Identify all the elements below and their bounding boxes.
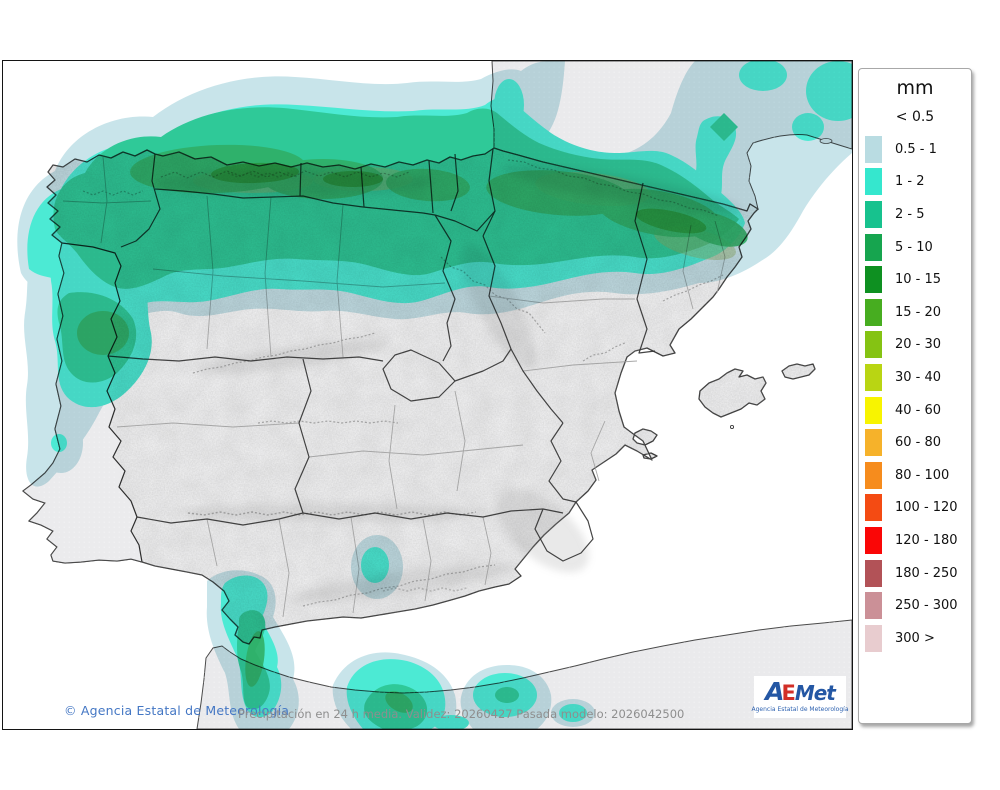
legend-row-label: 300 > xyxy=(895,630,935,646)
legend-swatch xyxy=(865,526,882,554)
footer-copyright: © Agencia Estatal de Meteorología xyxy=(64,703,290,718)
legend-swatch xyxy=(865,233,882,261)
legend-row: 20 - 30 xyxy=(859,329,971,362)
legend-row: 1 - 2 xyxy=(859,166,971,199)
precipitation-overlay xyxy=(17,61,852,729)
legend-swatch xyxy=(865,266,882,294)
legend-row-label: 30 - 40 xyxy=(895,369,942,385)
legend-swatch xyxy=(865,331,882,359)
aemet-logo-word: AEMet xyxy=(765,679,836,705)
legend-swatch xyxy=(865,298,882,326)
legend-row-label: 15 - 20 xyxy=(895,304,942,320)
legend-row: 250 - 300 xyxy=(859,589,971,622)
aemet-logo: AEMet Agencia Estatal de Meteorología xyxy=(751,676,849,718)
footer-caption: Precipitación en 24 h media. Validez: 20… xyxy=(238,707,685,721)
logo-letter-e: E xyxy=(781,680,796,705)
legend-row: 0.5 - 1 xyxy=(859,133,971,166)
legend-swatch xyxy=(865,168,882,196)
legend-row: 60 - 80 xyxy=(859,426,971,459)
legend-row: 10 - 15 xyxy=(859,263,971,296)
legend-first-label: < 0.5 xyxy=(895,109,935,125)
legend-swatch xyxy=(865,200,882,228)
legend-swatch xyxy=(865,624,882,652)
precipitation-map-canvas xyxy=(3,61,852,729)
legend-swatch xyxy=(865,592,882,620)
legend-row-label: 2 - 5 xyxy=(895,206,925,222)
legend-row: 120 - 180 xyxy=(859,524,971,557)
legend-row: 300 > xyxy=(859,622,971,655)
legend-swatch xyxy=(865,559,882,587)
legend-swatch xyxy=(865,494,882,522)
legend-swatch xyxy=(865,461,882,489)
legend-row-label: 1 - 2 xyxy=(895,174,925,190)
legend-row-label: 0.5 - 1 xyxy=(895,141,937,157)
legend-row: 180 - 250 xyxy=(859,557,971,590)
precip-layer-green-10-15 xyxy=(211,162,707,234)
legend-row-label: 60 - 80 xyxy=(895,435,942,451)
legend-row-label: 10 - 15 xyxy=(895,272,942,288)
map-frame xyxy=(2,60,853,730)
precip-layer-green-5-10 xyxy=(77,144,748,713)
legend-row: 15 - 20 xyxy=(859,296,971,329)
legend-swatch xyxy=(865,396,882,424)
legend-swatch xyxy=(865,429,882,457)
logo-tagline: Agencia Estatal de Meteorología xyxy=(751,705,849,713)
legend-row: 30 - 40 xyxy=(859,361,971,394)
legend-panel: mm < 0.5 0.5 - 1 1 - 2 2 - 5 5 - 10 10 - 15 1… xyxy=(858,68,972,724)
legend-row-label: 40 - 60 xyxy=(895,402,942,418)
legend-row-label: 180 - 250 xyxy=(895,565,958,581)
legend-row-label: 100 - 120 xyxy=(895,500,958,516)
legend-row-label: 120 - 180 xyxy=(895,532,958,548)
legend-row: 2 - 5 xyxy=(859,198,971,231)
legend-row-label: 250 - 300 xyxy=(895,598,958,614)
legend-swatch xyxy=(865,363,882,391)
legend-row: 40 - 60 xyxy=(859,394,971,427)
logo-letters-met: Met xyxy=(794,680,836,705)
legend-title: mm xyxy=(896,77,934,99)
legend-row-label: 80 - 100 xyxy=(895,467,950,483)
legend-row: 5 - 10 xyxy=(859,231,971,264)
legend-rows: 0.5 - 1 1 - 2 2 - 5 5 - 10 10 - 15 15 - 20 20 … xyxy=(859,133,971,655)
legend-row: 100 - 120 xyxy=(859,492,971,525)
legend-swatch xyxy=(865,135,882,163)
legend-row-label: 20 - 30 xyxy=(895,337,942,353)
legend-row-label: 5 - 10 xyxy=(895,239,933,255)
logo-letter-a: A xyxy=(765,676,785,706)
legend-row: 80 - 100 xyxy=(859,459,971,492)
